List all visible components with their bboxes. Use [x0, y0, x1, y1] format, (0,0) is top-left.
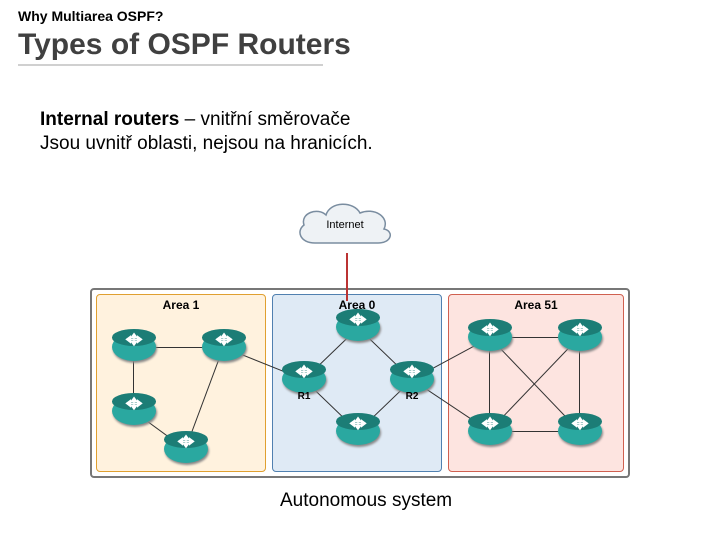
router-body-icon — [202, 333, 246, 361]
router-body-icon — [336, 417, 380, 445]
router-body-icon — [336, 313, 380, 341]
area-label-a1: Area 1 — [97, 298, 265, 312]
router-arrows-icon — [468, 415, 512, 432]
router-label: R1 — [282, 391, 326, 402]
internet-link — [346, 253, 348, 301]
router-r2: R2 — [390, 365, 434, 393]
router-arrows-icon — [336, 311, 380, 328]
router-a1r4 — [164, 435, 208, 463]
router-label: R2 — [390, 391, 434, 402]
network-diagram: Area 1Area 0Area 51InternetR1R2 — [90, 195, 630, 495]
desc-line-2: Jsou uvnitř oblasti, nejsou na hranicích… — [40, 132, 373, 156]
router-a51r1 — [468, 323, 512, 351]
router-body-icon — [164, 435, 208, 463]
router-a51r4 — [558, 417, 602, 445]
router-a0r3 — [336, 417, 380, 445]
router-a1r3 — [112, 397, 156, 425]
router-a51r2 — [558, 323, 602, 351]
diagram-caption: Autonomous system — [280, 490, 452, 512]
desc-bold: Internal routers — [40, 109, 179, 130]
router-arrows-icon — [112, 331, 156, 348]
router-body-icon — [390, 365, 434, 393]
router-body-icon — [112, 397, 156, 425]
internet-cloud: Internet — [290, 195, 400, 257]
router-arrows-icon — [390, 363, 434, 380]
router-arrows-icon — [336, 415, 380, 432]
router-arrows-icon — [282, 363, 326, 380]
router-a51r3 — [468, 417, 512, 445]
router-arrows-icon — [164, 433, 208, 450]
router-r1: R1 — [282, 365, 326, 393]
router-arrows-icon — [112, 395, 156, 412]
router-body-icon — [468, 417, 512, 445]
router-arrows-icon — [558, 415, 602, 432]
desc-rest: – vnitřní směrovače — [179, 109, 350, 130]
title-underline — [18, 64, 323, 66]
slide-title: Types of OSPF Routers — [18, 28, 351, 62]
router-arrows-icon — [558, 321, 602, 338]
router-body-icon — [112, 333, 156, 361]
area-label-a51: Area 51 — [449, 298, 623, 312]
cloud-label: Internet — [290, 219, 400, 231]
router-a1r1 — [112, 333, 156, 361]
router-body-icon — [282, 365, 326, 393]
description-text: Internal routers – vnitřní směrovače Jso… — [40, 108, 373, 156]
router-arrows-icon — [202, 331, 246, 348]
router-arrows-icon — [468, 321, 512, 338]
router-a1r2 — [202, 333, 246, 361]
router-a0r2 — [336, 313, 380, 341]
router-body-icon — [558, 323, 602, 351]
router-body-icon — [558, 417, 602, 445]
desc-line-1: Internal routers – vnitřní směrovače — [40, 108, 373, 132]
router-body-icon — [468, 323, 512, 351]
slide-subtitle: Why Multiarea OSPF? — [18, 8, 163, 24]
